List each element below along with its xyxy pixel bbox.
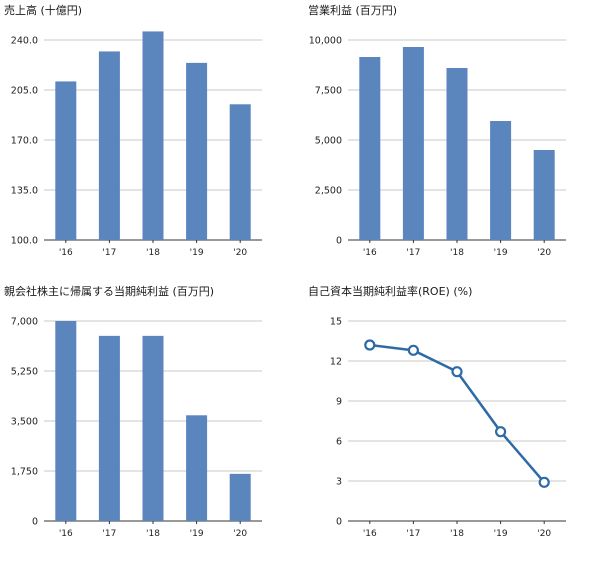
x-tick-label: '20 xyxy=(233,248,247,258)
x-tick-label: '18 xyxy=(450,248,464,258)
x-tick-label: '16 xyxy=(363,529,377,539)
series-line xyxy=(369,343,546,484)
bar xyxy=(446,68,468,240)
y-tick-label: 7,000 xyxy=(11,317,38,328)
x-tick-label: '19 xyxy=(190,248,204,258)
bar xyxy=(142,335,164,521)
y-tick-label: 10,000 xyxy=(309,36,342,47)
y-tick-label: 9 xyxy=(336,397,342,408)
y-tick-label: 100.0 xyxy=(11,236,38,247)
chart-title: 親会社株主に帰属する当期純利益 (百万円) xyxy=(4,285,215,298)
y-tick-label: 0 xyxy=(32,517,38,528)
x-tick-label: '20 xyxy=(537,529,551,539)
x-tick-label: '20 xyxy=(537,248,551,258)
bar xyxy=(55,321,77,521)
chart-panel-roe: 自己資本当期純利益率(ROE) (%) 0 3 6 9 12 15 '16 '17 '18 '19… xyxy=(304,281,607,562)
chart-svg: 0 1,750 3,500 5,250 7,000 '16 '17 '18 '19 '20 xyxy=(11,317,262,539)
bar xyxy=(533,150,555,240)
y-tick-label: 205.0 xyxy=(11,86,38,97)
y-tick-label: 240.0 xyxy=(11,36,38,47)
bar xyxy=(98,335,120,521)
y-tick-label: 5,250 xyxy=(11,367,38,378)
x-tick-label: '19 xyxy=(494,529,508,539)
bar xyxy=(229,473,251,521)
x-tick-label: '20 xyxy=(233,529,247,539)
chart-panel-net-income: 親会社株主に帰属する当期純利益 (百万円) 0 1,750 3,500 5,250 7,… xyxy=(0,281,303,562)
chart-svg: 100.0 135.0 170.0 205.0 240.0 '16 '17 '18 '19 '20 xyxy=(11,31,262,258)
data-point xyxy=(538,476,550,488)
chart-svg: 0 3 6 9 12 15 '16 '17 '18 '19 '20 xyxy=(330,317,566,539)
chart-title: 自己資本当期純利益率(ROE) (%) xyxy=(308,285,473,298)
bar xyxy=(142,31,164,240)
x-tick-label: '18 xyxy=(146,248,160,258)
y-tick-label: 15 xyxy=(330,317,342,328)
x-tick-label: '16 xyxy=(363,248,377,258)
data-point xyxy=(364,339,376,351)
bar xyxy=(186,415,208,521)
y-tick-label: 5,000 xyxy=(315,136,342,147)
data-point xyxy=(495,426,507,438)
chart-svg: 0 2,500 5,000 7,500 10,000 '16 '17 '18 '19 '20 xyxy=(309,36,566,258)
y-tick-label: 6 xyxy=(336,437,342,448)
y-tick-label: 135.0 xyxy=(11,186,38,197)
y-tick-label: 0 xyxy=(336,517,342,528)
bar xyxy=(490,121,512,240)
chart-title: 売上高 (十億円) xyxy=(4,4,83,17)
y-tick-label: 3 xyxy=(336,477,342,488)
x-tick-label: '17 xyxy=(406,529,420,539)
x-tick-label: '16 xyxy=(59,529,73,539)
x-tick-label: '17 xyxy=(102,248,116,258)
x-tick-label: '19 xyxy=(190,529,204,539)
x-tick-label: '18 xyxy=(146,529,160,539)
bar xyxy=(186,62,208,240)
bar xyxy=(402,47,424,240)
y-tick-label: 3,500 xyxy=(11,417,38,428)
bar xyxy=(359,57,381,240)
chart-panel-operating-income: 営業利益 (百万円) 0 2,500 5,000 7,500 10,000 '16 '17 '… xyxy=(304,0,607,281)
x-tick-label: '17 xyxy=(406,248,420,258)
data-point xyxy=(451,366,463,378)
chart-title: 営業利益 (百万円) xyxy=(308,4,398,17)
y-tick-label: 2,500 xyxy=(315,186,342,197)
bar xyxy=(229,104,251,241)
y-tick-label: 7,500 xyxy=(315,86,342,97)
x-tick-label: '16 xyxy=(59,248,73,258)
y-tick-label: 1,750 xyxy=(11,467,38,478)
bar xyxy=(98,51,120,240)
x-tick-label: '18 xyxy=(450,529,464,539)
y-tick-label: 0 xyxy=(336,236,342,247)
y-tick-label: 170.0 xyxy=(11,136,38,147)
bar xyxy=(55,81,77,240)
x-tick-label: '19 xyxy=(494,248,508,258)
data-point xyxy=(407,344,420,356)
chart-panel-sales: 売上高 (十億円) 100.0 135.0 170.0 205.0 240.0 '16 '1… xyxy=(0,0,303,281)
y-tick-label: 12 xyxy=(330,357,342,368)
x-tick-label: '17 xyxy=(102,529,116,539)
